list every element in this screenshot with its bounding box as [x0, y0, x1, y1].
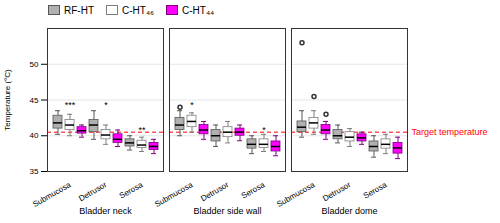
html-text:C-HT₄₄: C-HT₄₄ — [182, 4, 214, 16]
svg-text:35: 35 — [30, 167, 39, 176]
svg-text:Detrusor: Detrusor — [321, 180, 352, 203]
svg-text:Serosa: Serosa — [240, 180, 267, 201]
svg-text:Bladder dome: Bladder dome — [321, 206, 377, 216]
svg-text:Serosa: Serosa — [362, 180, 389, 201]
svg-text:Temperature (°C): Temperature (°C) — [3, 69, 12, 131]
svg-text:Detrusor: Detrusor — [77, 180, 108, 203]
svg-text:Target temperature: Target temperature — [412, 127, 488, 137]
html-text:RF-HT: RF-HT — [64, 4, 94, 16]
svg-text:*: * — [190, 100, 194, 110]
svg-text:Serosa: Serosa — [118, 180, 145, 201]
svg-text:***: *** — [65, 100, 76, 110]
svg-text:45: 45 — [30, 96, 39, 105]
svg-text:Submucosa: Submucosa — [31, 180, 73, 209]
html-text:C-HT₄₆: C-HT₄₆ — [122, 4, 154, 16]
svg-text:Detrusor: Detrusor — [199, 180, 230, 203]
svg-text:*: * — [262, 125, 266, 135]
svg-text:Submucosa: Submucosa — [153, 180, 195, 209]
svg-text:**: ** — [138, 125, 146, 135]
svg-text:Bladder side wall: Bladder side wall — [193, 206, 261, 216]
svg-text:50: 50 — [30, 60, 39, 69]
svg-text:*: * — [104, 100, 108, 110]
svg-text:40: 40 — [30, 131, 39, 140]
svg-text:Submucosa: Submucosa — [275, 180, 317, 209]
svg-text:Bladder neck: Bladder neck — [79, 206, 132, 216]
